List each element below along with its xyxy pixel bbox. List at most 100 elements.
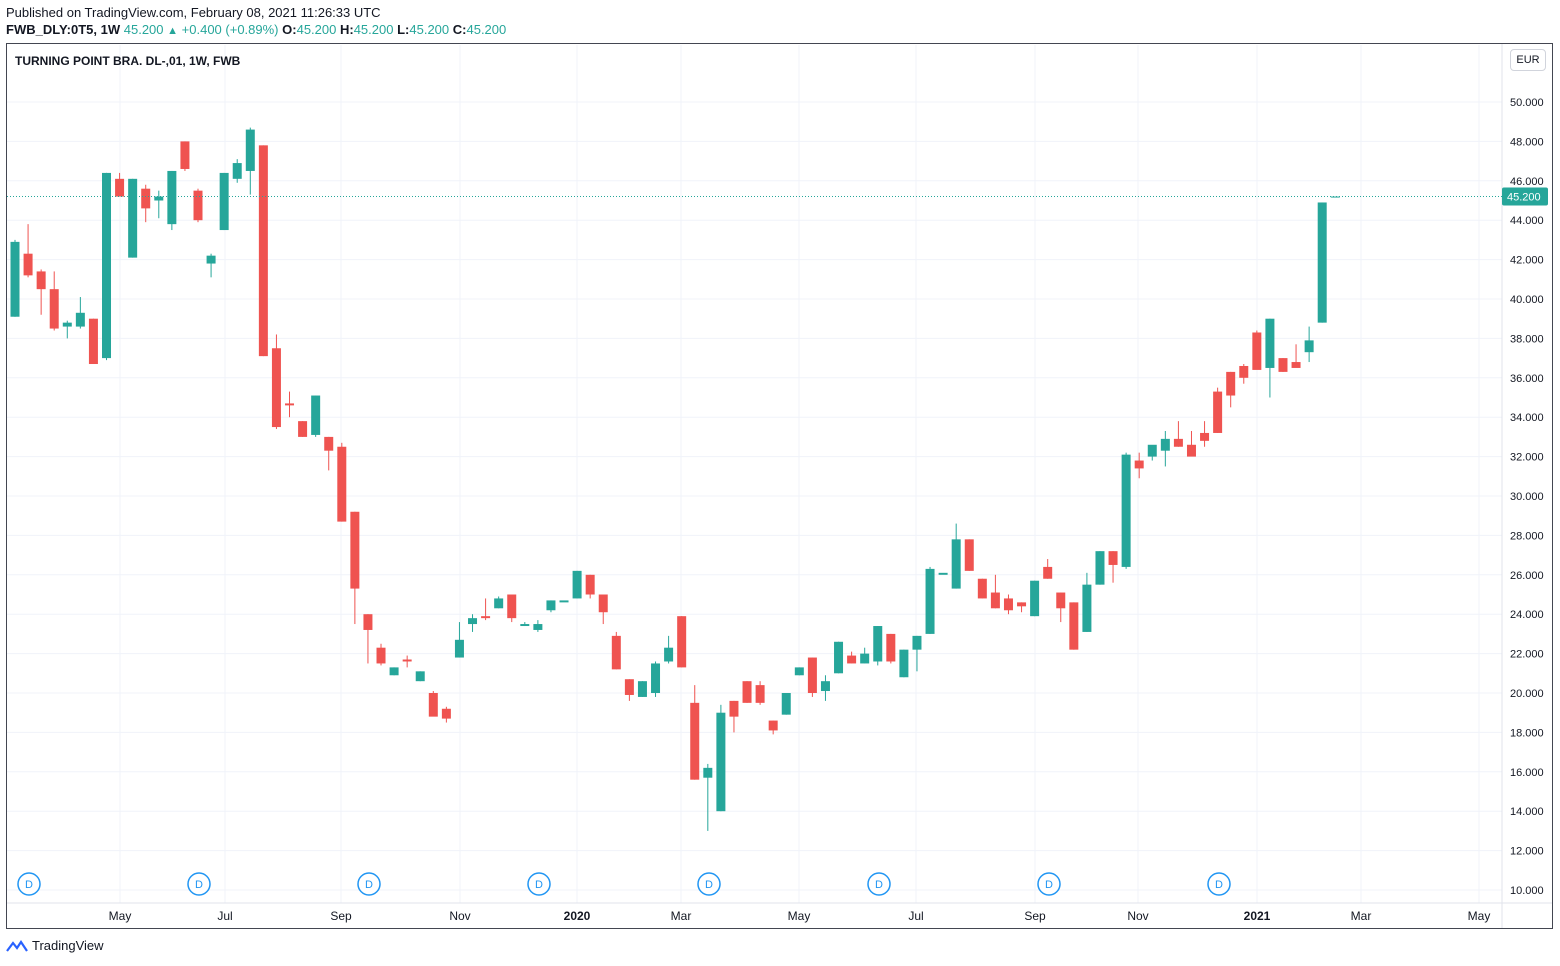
x-tick-label: Jul — [217, 909, 232, 923]
candle-up — [899, 649, 909, 678]
candle-up — [651, 663, 661, 693]
candle-up — [1030, 580, 1040, 617]
dividend-marker-icon — [17, 872, 41, 896]
y-tick-label: 18.000 — [1510, 727, 1544, 739]
candle-up — [1147, 444, 1157, 457]
candle-up — [1095, 551, 1105, 585]
y-tick-label: 50.000 — [1510, 97, 1544, 109]
candle-down — [677, 616, 687, 668]
candle-down — [363, 614, 373, 630]
chart-title: TURNING POINT BRA. DL-,01, 1W, FWB — [15, 54, 241, 68]
candle-down — [1056, 592, 1066, 609]
candle-down — [611, 635, 621, 670]
candle-down — [88, 318, 98, 365]
candle-up — [860, 653, 870, 664]
y-tick-label: 48.000 — [1510, 136, 1544, 148]
candle-down — [115, 178, 125, 197]
candle-up — [1265, 318, 1275, 368]
candle-up — [1304, 340, 1314, 353]
footer-brand[interactable]: TradingView — [32, 938, 104, 953]
dividend-marker-label: D — [1045, 879, 1053, 891]
x-tick-label: Sep — [330, 909, 352, 923]
currency-button[interactable]: EUR — [1510, 49, 1546, 71]
candle-down — [690, 702, 700, 780]
candle-up — [664, 647, 674, 662]
candle-up — [232, 163, 242, 179]
change-value: +0.400 (+0.89%) — [181, 22, 279, 37]
candle-down — [807, 657, 817, 693]
candle-down — [481, 616, 491, 619]
y-tick-label: 38.000 — [1510, 333, 1544, 345]
candle-up — [834, 641, 844, 674]
candle-down — [1200, 432, 1210, 441]
candle-down — [180, 141, 190, 169]
footer: TradingView — [6, 938, 104, 953]
dividend-marker-label: D — [705, 879, 713, 891]
open-value: 45.200 — [296, 22, 337, 37]
x-tick-label: Jul — [908, 909, 923, 923]
high-label: H: — [339, 22, 354, 37]
up-arrow-icon: ▲ — [167, 25, 179, 37]
candle-down — [1252, 332, 1262, 370]
candle-down — [598, 594, 608, 613]
candle-up — [454, 639, 464, 658]
low-value: 45.200 — [409, 22, 450, 37]
candle-up — [703, 767, 713, 778]
y-tick-label: 10.000 — [1510, 885, 1544, 897]
close-value: 45.200 — [466, 22, 507, 37]
candle-down — [624, 679, 634, 695]
y-tick-label: 12.000 — [1510, 846, 1544, 858]
candle-down — [36, 271, 46, 290]
candle-down — [258, 145, 268, 357]
candle-down — [1134, 460, 1144, 469]
x-tick-label: Mar — [671, 909, 692, 923]
candle-up — [154, 196, 164, 201]
candle-down — [49, 289, 59, 329]
candle-down — [729, 700, 739, 717]
y-tick-label: 42.000 — [1510, 255, 1544, 267]
candle-up — [520, 624, 530, 627]
candle-down — [585, 574, 595, 595]
close-label: C: — [452, 22, 467, 37]
candle-down — [886, 633, 896, 662]
candle-up — [572, 570, 582, 599]
candle-up — [102, 172, 112, 359]
y-tick-label: 36.000 — [1510, 373, 1544, 385]
y-tick-label: 22.000 — [1510, 649, 1544, 661]
y-tick-label: 26.000 — [1510, 570, 1544, 582]
y-tick-label: 28.000 — [1510, 530, 1544, 542]
dividend-marker-icon — [187, 872, 211, 896]
high-value: 45.200 — [353, 22, 394, 37]
candle-down — [847, 655, 857, 664]
candle-up — [494, 598, 504, 609]
last-price-tag-label: 45.200 — [1507, 192, 1541, 204]
last-price-value: 45.200 — [123, 22, 164, 37]
last-price-tag — [1502, 187, 1548, 206]
candle-up — [546, 600, 556, 611]
candle-down — [990, 592, 1000, 609]
x-tick-label: Nov — [449, 909, 470, 923]
y-tick-label: 32.000 — [1510, 452, 1544, 464]
x-tick-label: 2020 — [564, 909, 591, 923]
x-tick-label: Mar — [1351, 909, 1372, 923]
candle-up — [912, 635, 922, 650]
candle-down — [977, 578, 987, 599]
candle-up — [167, 170, 177, 225]
ohlc-legend: FWB_DLY:0T5, 1W 45.200 ▲ +0.400 (+0.89%)… — [6, 22, 506, 37]
candle-down — [1213, 391, 1223, 433]
candle-up — [415, 671, 425, 682]
x-tick-label: May — [788, 909, 811, 923]
candle-down — [376, 647, 386, 664]
candle-down — [1186, 444, 1196, 457]
y-tick-label: 46.000 — [1510, 176, 1544, 188]
candle-down — [23, 253, 33, 276]
candle-down — [324, 436, 334, 451]
candle-up — [794, 667, 804, 676]
candle-up — [781, 693, 791, 715]
dividend-marker-label: D — [25, 879, 33, 891]
y-tick-label: 30.000 — [1510, 491, 1544, 503]
candle-up — [1160, 438, 1170, 451]
candle-up — [1330, 196, 1340, 198]
candle-down — [768, 720, 778, 731]
